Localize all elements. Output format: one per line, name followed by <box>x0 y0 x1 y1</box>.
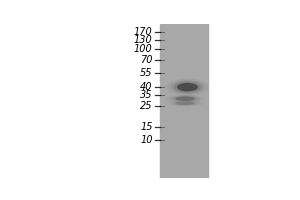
Text: 10: 10 <box>140 135 153 145</box>
Text: 170: 170 <box>134 27 153 37</box>
Bar <box>160 24 208 178</box>
Text: 70: 70 <box>140 55 153 65</box>
Ellipse shape <box>175 102 195 105</box>
Ellipse shape <box>165 100 205 107</box>
Text: 15: 15 <box>140 122 153 132</box>
Ellipse shape <box>174 82 201 93</box>
Text: 100: 100 <box>134 44 153 54</box>
Text: 130: 130 <box>134 35 153 45</box>
Ellipse shape <box>172 96 198 102</box>
Ellipse shape <box>177 83 198 91</box>
Ellipse shape <box>172 101 198 106</box>
Text: 40: 40 <box>140 82 153 92</box>
Ellipse shape <box>171 80 204 94</box>
Ellipse shape <box>167 79 208 96</box>
Ellipse shape <box>169 95 201 102</box>
Ellipse shape <box>169 101 201 106</box>
Ellipse shape <box>165 94 205 103</box>
Ellipse shape <box>175 96 195 101</box>
Text: 35: 35 <box>140 90 153 100</box>
Text: 55: 55 <box>140 68 153 78</box>
Text: 25: 25 <box>140 101 153 111</box>
